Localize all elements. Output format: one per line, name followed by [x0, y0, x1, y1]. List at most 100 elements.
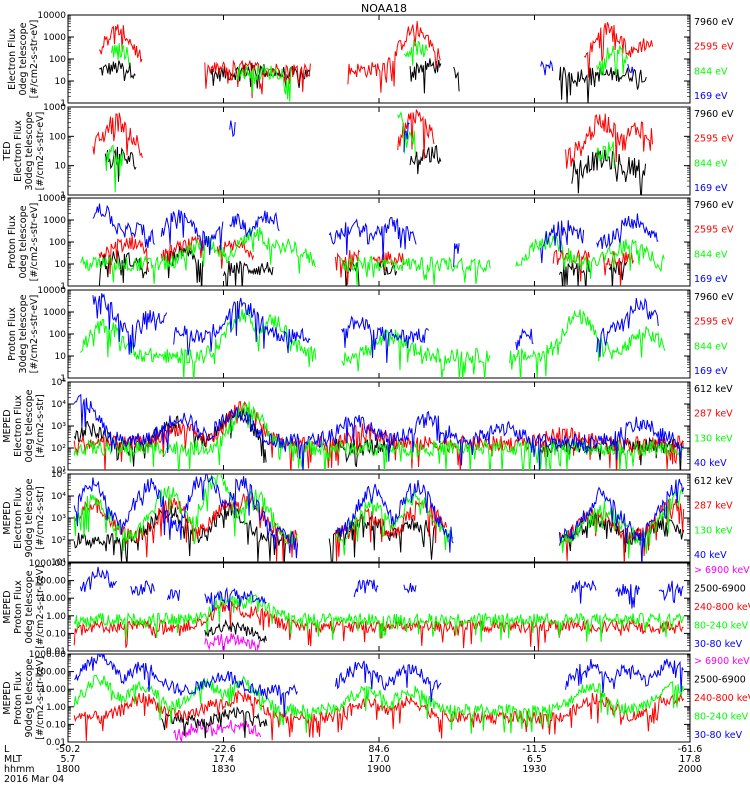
panel-data	[73, 654, 685, 742]
series-trace-red	[98, 24, 143, 63]
y-axis-label-line: Electron Flux	[13, 487, 24, 549]
panel-data	[73, 474, 685, 562]
y-tick-label: 10⁵	[51, 378, 66, 388]
series-trace-black	[571, 149, 646, 195]
series-trace-green	[79, 227, 317, 285]
legend-entry: 612 keV	[694, 384, 733, 395]
legend-entry: 7960 eV	[694, 200, 734, 211]
series-trace-black	[223, 260, 274, 286]
footer-value: 1800	[56, 764, 80, 775]
series-trace-blue	[73, 393, 684, 470]
series-trace-green	[73, 474, 298, 551]
series-trace-red	[73, 689, 685, 741]
legend-entry: 240-800 keV	[694, 602, 750, 613]
series-trace-red	[583, 22, 653, 78]
y-axis-label-line: [#/cm2-s-str-eV]	[29, 20, 40, 99]
series-trace-black	[160, 706, 268, 739]
footer-value: 1830	[211, 764, 235, 775]
series-trace-red	[216, 238, 255, 269]
legend-entry: 2500-6900	[694, 675, 746, 686]
y-tick-label: 1000	[43, 308, 66, 318]
series-trace-red	[73, 492, 298, 562]
y-tick-label: 10000	[37, 286, 66, 296]
series-trace-blue	[335, 660, 442, 702]
footer-value: 5.7	[60, 754, 75, 765]
panel-frame	[67, 289, 691, 379]
series-trace-black	[99, 60, 136, 81]
series-trace-magenta	[173, 719, 262, 742]
series-trace-magenta	[204, 633, 261, 651]
panel-5: 10¹ 10² 10³ 10⁴ 10⁵ MEPED Electron Flux 0deg te…	[2, 378, 733, 476]
y-tick-label: 10²	[51, 536, 66, 546]
footer-row-label: L	[4, 744, 10, 755]
series-trace-black	[558, 260, 591, 286]
series-trace-red	[347, 21, 441, 93]
series-trace-black	[98, 250, 150, 286]
y-tick-label: 10³	[51, 422, 66, 432]
y-axis-label-line: MEPED	[2, 681, 13, 714]
y-tick-label: 10²	[51, 444, 66, 454]
series-trace-red	[73, 400, 685, 470]
panel-3: 1 10 100 1000 10000 Proton Flux 0deg telescope…	[7, 194, 734, 292]
y-axis-label-line: 90deg telescope	[24, 478, 35, 557]
series-trace-black	[409, 58, 442, 94]
series-trace-green	[80, 309, 317, 378]
legend-entry: 80-240 keV	[694, 621, 749, 632]
y-tick-label: 10⁴	[51, 400, 66, 410]
footer-value: 1930	[522, 764, 546, 775]
series-trace-blue	[92, 293, 168, 355]
figure-title: NOAA18	[361, 2, 407, 15]
panel-data	[92, 109, 653, 195]
legend-entry: 240-800 keV	[694, 693, 750, 704]
panel-frame	[67, 14, 691, 104]
series-trace-red	[335, 497, 448, 562]
panel-data	[79, 203, 665, 286]
y-tick-label: 10¹	[51, 466, 66, 476]
panel-6: 10¹ 10² 10³ 10⁴ 10⁵ MEPED Electron Flux 90deg t…	[2, 470, 733, 568]
y-tick-label: 1000.00	[29, 650, 66, 660]
y-tick-label: 10	[55, 260, 67, 270]
series-trace-blue	[658, 580, 684, 604]
series-trace-green	[73, 674, 685, 734]
legend-entry: > 6900 keV	[694, 565, 750, 576]
y-tick-label: 1000	[43, 33, 66, 43]
series-trace-blue	[160, 209, 224, 255]
series-trace-red	[372, 251, 405, 271]
series-trace-black	[204, 618, 267, 644]
series-trace-blue	[596, 213, 659, 249]
series-trace-blue	[167, 589, 181, 601]
series-trace-black	[104, 146, 137, 182]
panel-data	[73, 393, 685, 470]
legend-entry: 287 keV	[694, 409, 733, 420]
panel-4: 1 10 100 1000 10000 Proton Flux 30deg telescop…	[7, 286, 734, 384]
series-trace-blue	[558, 478, 685, 562]
y-axis-label-line: 0deg telescope	[18, 22, 29, 95]
y-axis-label-line: 30deg telescope	[24, 111, 35, 190]
series-trace-blue	[540, 220, 585, 264]
y-axis-label-line: [#/cm2-s-str-keV]	[35, 656, 46, 740]
footer-value: 84.6	[368, 744, 389, 755]
series-trace-blue	[403, 583, 417, 594]
y-tick-label: 100	[49, 330, 66, 340]
y-axis-label-line: [#/cm2-s-str-keV]	[35, 565, 46, 649]
series-trace-green	[341, 329, 491, 378]
panel-frame	[67, 562, 691, 652]
series-trace-red	[92, 112, 143, 159]
footer-value: -22.6	[211, 744, 236, 755]
series-trace-black	[453, 66, 460, 92]
legend-entry: 40 keV	[694, 550, 727, 561]
footer-value: 17.4	[213, 754, 234, 765]
series-trace-blue	[328, 216, 417, 261]
y-tick-label: 1000	[43, 216, 66, 226]
legend-entry: 844 eV	[694, 66, 728, 77]
y-tick-label: 100.00	[35, 668, 67, 678]
series-trace-black	[73, 501, 286, 562]
series-trace-red	[602, 251, 635, 286]
y-tick-label: 10.00	[40, 594, 66, 604]
legend-entry: 30-80 keV	[694, 730, 743, 741]
series-trace-blue	[204, 586, 267, 613]
y-axis-label-line: [#/cm2-s-str-eV]	[35, 112, 46, 191]
y-tick-label: 10	[55, 77, 67, 87]
panel-1: 1 10 100 1000 10000 Electron Flux 0deg telesco…	[7, 11, 734, 109]
